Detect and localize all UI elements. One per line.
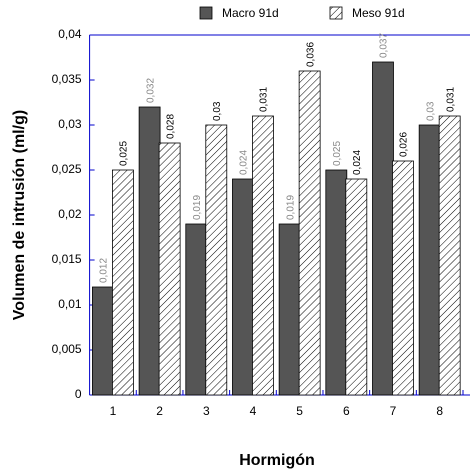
value-label: 0,03 (212, 101, 223, 121)
value-label: 0,025 (332, 141, 343, 166)
x-tick-label: 7 (390, 404, 397, 418)
bar (418, 124, 441, 396)
value-label: 0,03 (425, 101, 436, 121)
value-label: 0,031 (259, 87, 270, 112)
legend-swatch (329, 6, 343, 20)
y-tick-label: 0,015 (52, 252, 82, 266)
bar (92, 286, 114, 396)
legend-swatch (199, 6, 213, 20)
bar (232, 178, 254, 396)
value-label: 0,031 (445, 87, 456, 112)
bar (138, 106, 161, 396)
value-label: 0,019 (192, 195, 203, 220)
x-tick-label: 4 (250, 404, 257, 418)
y-tick-label: 0,04 (58, 27, 82, 41)
value-label: 0,019 (285, 195, 296, 220)
y-tick-label: 0 (75, 387, 82, 401)
bar (158, 142, 181, 396)
y-axis-label: Volumen de intrusión (ml/g) (11, 110, 28, 320)
x-axis-label: Hormigón (239, 452, 315, 469)
x-tick-label: 1 (110, 404, 117, 418)
y-tick-label: 0,005 (52, 342, 82, 356)
x-tick-label: 6 (343, 404, 350, 418)
bar (438, 115, 461, 396)
x-tick-label: 3 (203, 404, 210, 418)
y-tick-label: 0,025 (52, 162, 82, 176)
bar (185, 223, 208, 396)
value-label: 0,036 (305, 42, 316, 67)
value-label: 0,024 (239, 150, 250, 175)
bar (392, 160, 414, 396)
bar (325, 169, 348, 396)
value-label: 0,026 (399, 132, 410, 157)
value-label: 0,037 (379, 33, 390, 58)
y-tick-label: 0,01 (58, 297, 82, 311)
value-label: 0,012 (99, 258, 110, 283)
y-tick-label: 0,03 (58, 117, 82, 131)
value-label: 0,032 (145, 78, 156, 103)
x-tick-label: 5 (296, 404, 303, 418)
value-label: 0,028 (165, 114, 176, 139)
bar (345, 178, 368, 396)
legend-label: Macro 91d (222, 6, 279, 20)
bar (298, 70, 321, 396)
bar (205, 124, 228, 396)
y-tick-label: 0,02 (58, 207, 82, 221)
x-tick-label: 2 (156, 404, 163, 418)
y-tick-label: 0,035 (52, 72, 82, 86)
legend-label: Meso 91d (352, 6, 405, 20)
x-tick-label: 8 (436, 404, 443, 418)
bar (112, 169, 134, 396)
value-label: 0,024 (352, 150, 363, 175)
bar (252, 115, 274, 396)
value-label: 0,025 (119, 141, 130, 166)
bar (372, 61, 394, 396)
bar (278, 223, 301, 396)
